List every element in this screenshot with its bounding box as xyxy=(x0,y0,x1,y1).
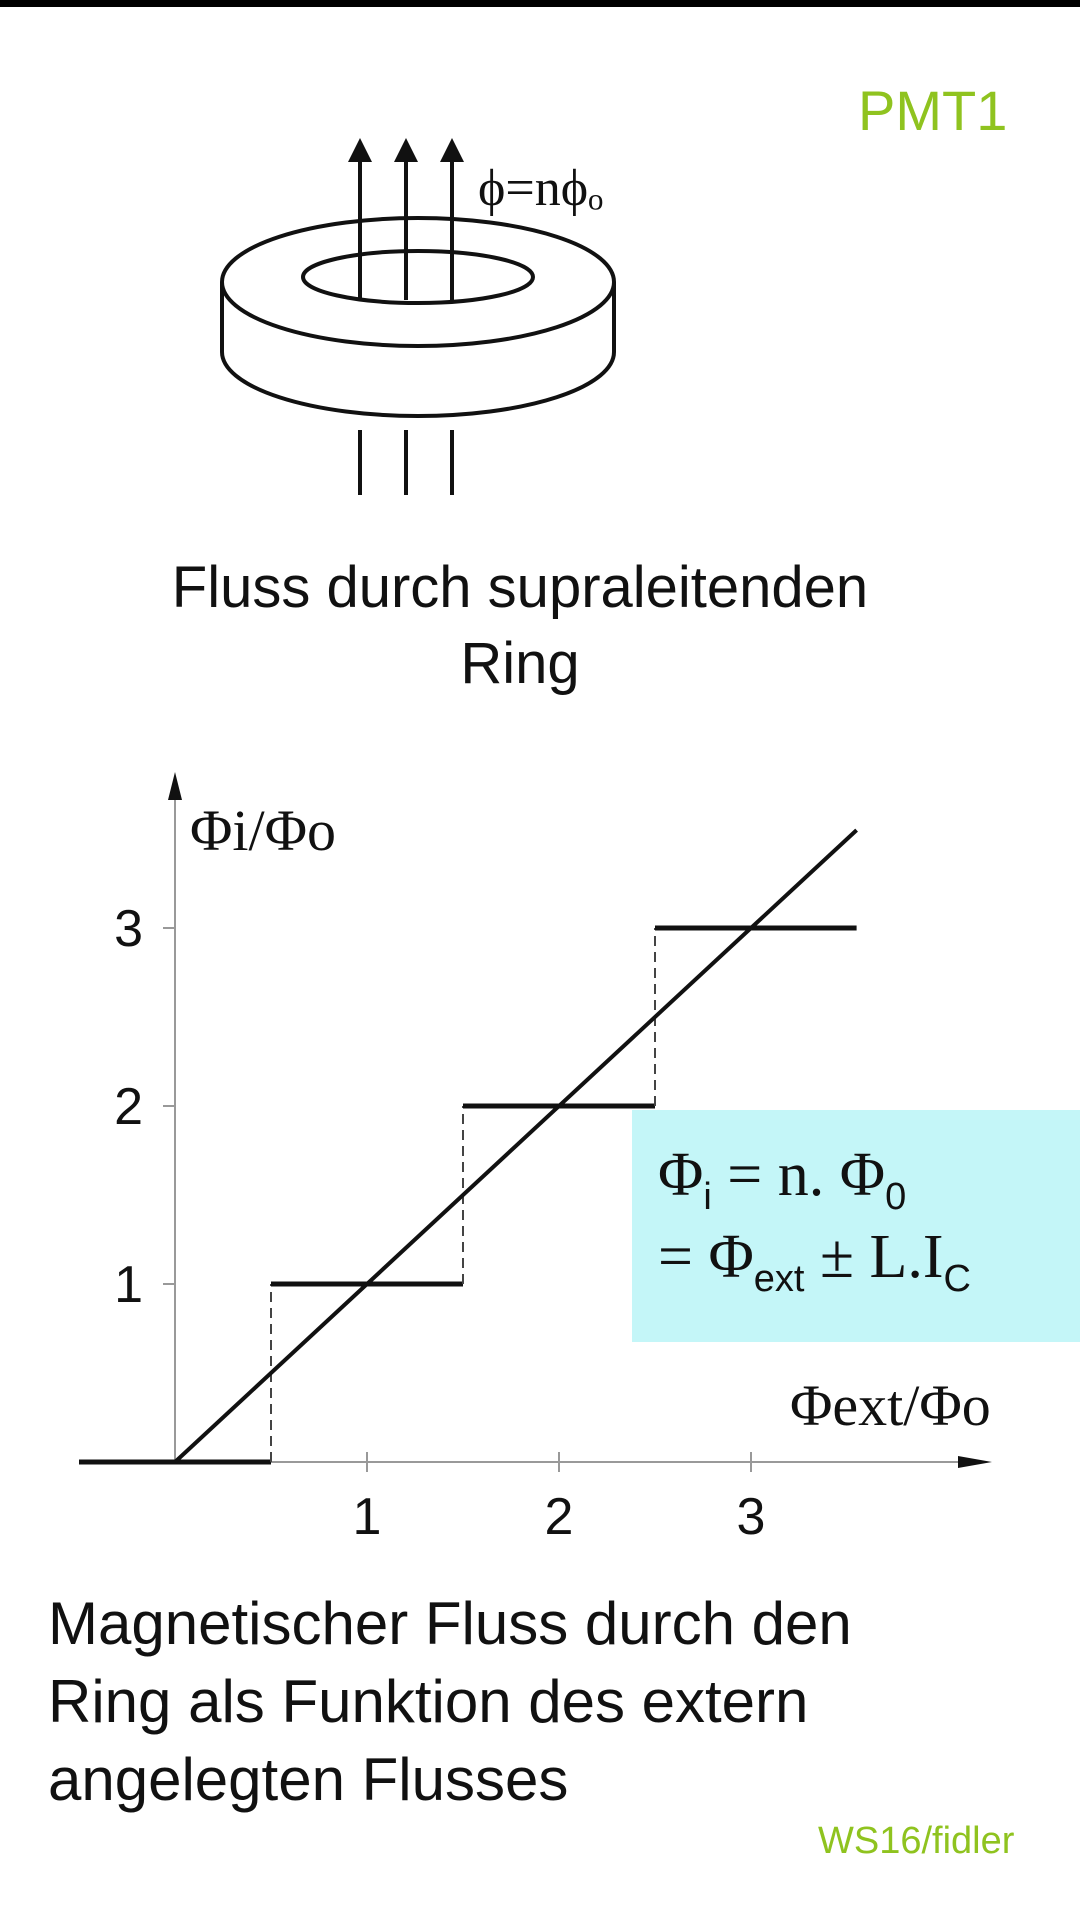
x-tick-label: 1 xyxy=(353,1488,382,1546)
y-tick-label: 1 xyxy=(114,1256,143,1314)
y-axis-arrow xyxy=(168,772,182,800)
ring-caption: Fluss durch supraleitenden Ring xyxy=(171,555,869,696)
slide-id: PMT1 xyxy=(858,79,1008,142)
footer-credit: WS16/fidler xyxy=(818,1820,1015,1862)
y-tick-label: 2 xyxy=(114,1078,143,1136)
formula-line-1: Φi = n. Φ0 xyxy=(658,1141,907,1218)
y-axis-label: Φi/Φo xyxy=(190,798,336,863)
formula-line-2: = Φext ± L.IC xyxy=(658,1223,971,1300)
y-tick-label: 3 xyxy=(114,900,143,958)
x-axis-label: Φext/Φo xyxy=(790,1373,991,1438)
flux-label: ϕ=nϕₒ xyxy=(478,160,603,217)
x-tick-label: 2 xyxy=(545,1488,574,1546)
top-border xyxy=(0,0,1080,7)
graph-caption: Magnetischer Fluss durch den Ring als Fu… xyxy=(48,1590,852,1813)
external-flux-line xyxy=(173,828,858,1464)
x-axis-arrow xyxy=(958,1456,992,1468)
x-tick-label: 3 xyxy=(737,1488,766,1546)
formula-box: Φi = n. Φ0 = Φext ± L.IC xyxy=(632,1110,1080,1342)
